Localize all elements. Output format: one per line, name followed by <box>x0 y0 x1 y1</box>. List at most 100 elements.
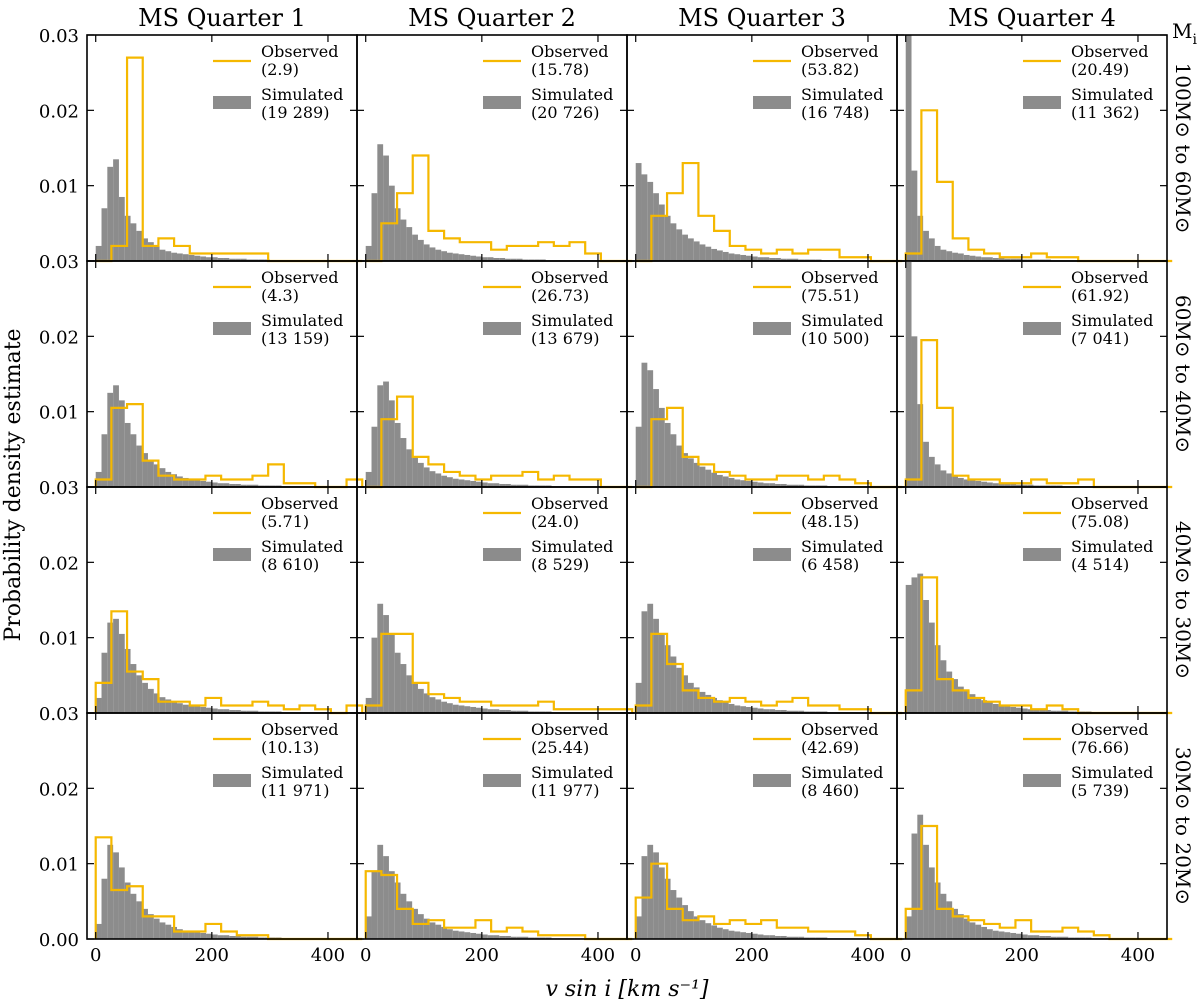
observed-step-line <box>364 632 634 713</box>
simulated-bar <box>377 385 384 487</box>
simulated-bar <box>670 890 677 939</box>
simulated-bar <box>722 702 729 713</box>
y-tick-label: 0.03 <box>39 252 79 273</box>
simulated-bar <box>423 244 430 261</box>
legend-simulated-count: (11 977) <box>531 781 599 800</box>
simulated-bar <box>911 170 918 261</box>
simulated-bar <box>699 920 706 939</box>
simulated-bar <box>429 697 436 713</box>
simulated-bar <box>171 926 177 939</box>
mass-header: Mi <box>1172 19 1197 48</box>
simulated-bar <box>728 930 735 939</box>
simulated-bar <box>658 633 665 713</box>
simulated-bar <box>928 622 935 713</box>
simulated-bar <box>159 697 166 713</box>
mass-header-sub: i <box>1192 32 1197 48</box>
simulated-bar <box>670 656 677 713</box>
simulated-bar <box>670 434 677 487</box>
y-tick-label: 0.02 <box>39 553 79 574</box>
simulated-bar <box>452 478 459 487</box>
legend-simulated-count: (8 460) <box>801 781 859 800</box>
simulated-bar <box>957 253 964 261</box>
simulated-bar <box>206 257 212 261</box>
simulated-bar <box>516 710 523 713</box>
simulated-bar <box>470 255 477 261</box>
observed-step-line <box>365 154 633 263</box>
legend-simulated-count: (19 289) <box>261 103 329 122</box>
simulated-bar <box>653 389 659 487</box>
observed-step-line <box>904 339 1173 489</box>
simulated-bar <box>1016 707 1022 713</box>
simulated-bar <box>113 852 119 939</box>
simulated-bar <box>905 916 912 939</box>
simulated-bar <box>240 484 247 487</box>
simulated-bar <box>365 245 372 261</box>
row-label-4: 30M⊙ to 20M⊙ <box>1171 747 1195 905</box>
simulated-bar <box>786 710 793 713</box>
simulated-bar <box>505 483 511 487</box>
simulated-bar <box>505 709 511 713</box>
x-tick-label: 400 <box>311 945 345 966</box>
simulated-bar <box>142 908 148 939</box>
simulated-bar <box>217 709 224 713</box>
legend-simulated-label: Simulated <box>531 763 613 782</box>
simulated-bar <box>441 251 447 261</box>
simulated-bar <box>1004 258 1011 261</box>
simulated-bar <box>664 645 671 713</box>
simulated-bar <box>676 667 683 713</box>
observed-step-line <box>635 161 903 263</box>
simulated-bar <box>377 144 384 261</box>
simulated-bar <box>635 163 642 261</box>
simulated-bar <box>136 230 143 261</box>
x-tick-label: 200 <box>465 945 499 966</box>
simulated-bar <box>177 929 183 939</box>
simulated-bar <box>441 926 447 939</box>
simulated-bar <box>371 426 378 487</box>
simulated-bar <box>252 484 259 487</box>
simulated-bar <box>124 882 131 939</box>
simulated-bar <box>177 476 183 487</box>
simulated-bar <box>441 701 447 713</box>
simulated-bar <box>235 935 241 939</box>
simulated-bar <box>998 257 1005 261</box>
simulated-bar <box>751 707 758 713</box>
simulated-bar <box>647 181 654 261</box>
simulated-bar <box>1004 483 1011 487</box>
simulated-bar <box>510 936 517 939</box>
y-tick-label: 0.02 <box>39 779 79 800</box>
simulated-bar <box>101 434 108 487</box>
simulated-bar <box>487 935 494 939</box>
simulated-bar <box>95 697 102 713</box>
simulated-bar <box>476 933 482 939</box>
simulated-bar <box>792 936 799 939</box>
simulated-bar <box>751 481 758 487</box>
legend-observed-count: (53.82) <box>801 60 859 79</box>
simulated-bar <box>223 483 230 487</box>
simulated-bar <box>641 174 648 261</box>
simulated-bar <box>95 923 102 939</box>
simulated-bar <box>206 933 212 939</box>
simulated-bar <box>952 476 958 487</box>
observed-step-line <box>365 395 633 489</box>
simulated-bar <box>406 449 413 487</box>
simulated-bar <box>780 935 787 939</box>
simulated-bar <box>388 871 395 939</box>
simulated-bar <box>664 422 671 487</box>
simulated-bar <box>452 930 459 939</box>
simulated-bar <box>165 251 172 261</box>
panel-r3-c3: Observed(48.15) Simulated(6 458) <box>626 486 903 715</box>
simulated-bar <box>136 675 143 713</box>
simulated-bar <box>107 392 114 487</box>
simulated-bar <box>101 878 108 939</box>
legend-observed-label: Observed <box>531 720 608 739</box>
simulated-bar <box>946 901 953 939</box>
simulated-bar <box>987 702 993 713</box>
legend-simulated-count: (8 610) <box>261 555 319 574</box>
simulated-bar <box>981 926 987 939</box>
simulated-bar <box>481 482 488 487</box>
simulated-bar <box>223 709 230 713</box>
observed-step-line <box>904 824 1173 941</box>
simulated-bar <box>412 456 418 487</box>
simulated-bar <box>211 482 218 487</box>
simulated-bar <box>383 381 389 487</box>
